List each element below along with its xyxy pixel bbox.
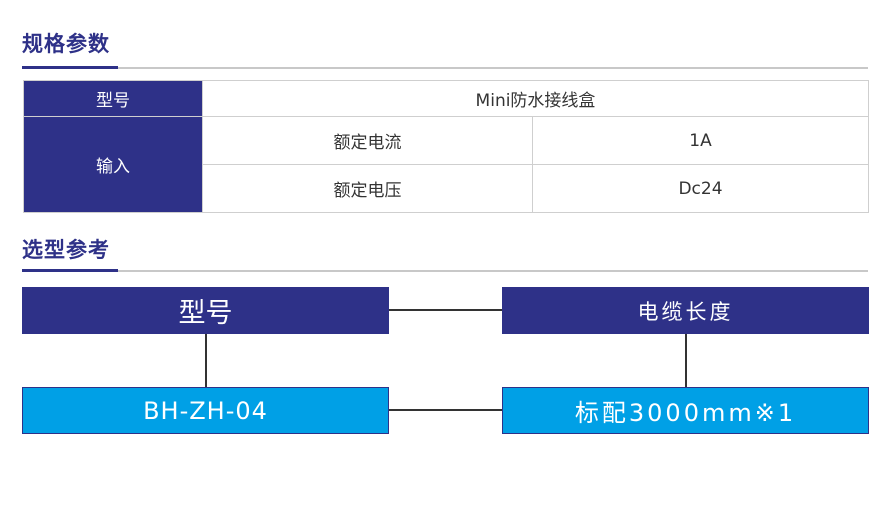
cable-header-box: 电缆长度 xyxy=(502,287,869,334)
table-row: 输入 额定电流 1A xyxy=(23,116,869,213)
table-row: 额定电压 Dc24 xyxy=(24,164,869,213)
current-label: 额定电流 xyxy=(202,116,533,165)
connector-line xyxy=(685,334,687,387)
connector-line xyxy=(205,334,207,387)
spec-title-underline xyxy=(22,66,868,69)
selection-title: 选型参考 xyxy=(22,238,110,262)
model-value-box: BH-ZH-04 xyxy=(22,387,389,434)
table-row: 型号 Mini防水接线盒 xyxy=(23,80,869,117)
current-value: 1A xyxy=(532,116,869,165)
spec-title: 规格参数 xyxy=(22,32,110,56)
voltage-label: 额定电压 xyxy=(202,164,533,213)
input-label: 输入 xyxy=(23,116,203,213)
connector-line xyxy=(389,309,502,311)
voltage-value: Dc24 xyxy=(532,164,869,213)
cable-value-box: 标配3000mm※1 xyxy=(502,387,869,434)
model-label: 型号 xyxy=(23,80,203,117)
spec-table: 型号 Mini防水接线盒 输入 额定电流 1A 额定电压 Dc24 xyxy=(23,80,869,213)
model-value: Mini防水接线盒 xyxy=(202,80,869,117)
model-header-box: 型号 xyxy=(22,287,389,334)
selection-title-underline xyxy=(22,269,868,272)
connector-line xyxy=(389,409,502,411)
